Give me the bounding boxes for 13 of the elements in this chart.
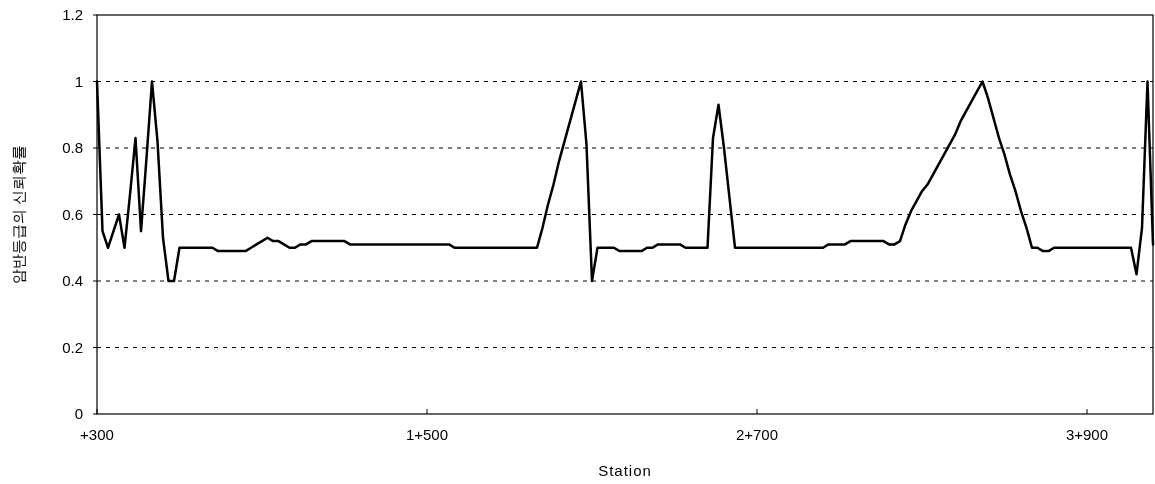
x-tick-label: +300	[80, 426, 114, 443]
x-tick-label: 2+700	[735, 426, 779, 443]
x-axis-title: Station	[598, 462, 652, 479]
y-axis-title: 암반등급의 신뢰확률	[10, 144, 27, 285]
y-tick-label: 0.6	[62, 205, 83, 223]
y-tick-label: 0.8	[62, 139, 83, 156]
x-tick-label: 1+500	[405, 426, 449, 443]
x-tick-label: 3+900	[1065, 426, 1109, 443]
y-tick-label: 0	[74, 405, 83, 422]
y-tick-label: 1.2	[62, 6, 83, 23]
y-tick-label: 1	[74, 72, 83, 90]
y-tick-label: 0.2	[62, 338, 83, 356]
y-tick-label: 0.4	[62, 272, 83, 289]
